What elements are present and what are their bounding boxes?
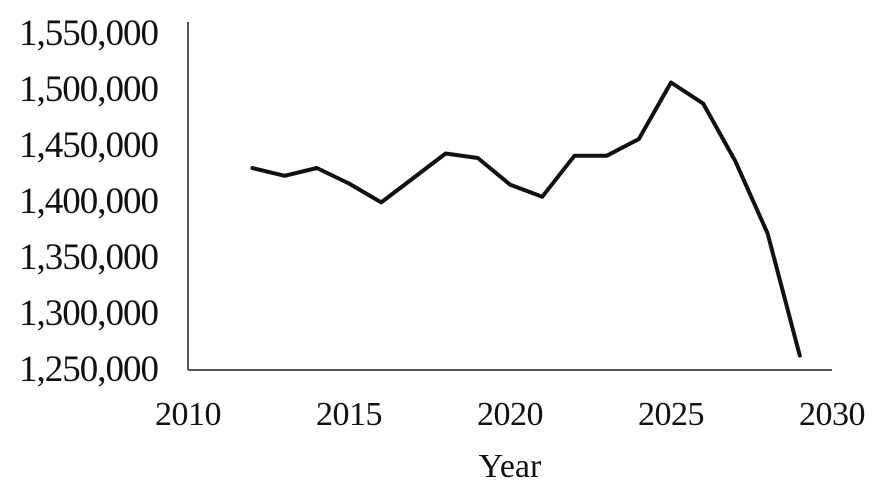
y-tick-label: 1,350,000 xyxy=(19,237,159,278)
y-tick-label: 1,500,000 xyxy=(19,69,159,110)
x-tick-labels: 2010 2015 2020 2025 2030 xyxy=(155,396,866,433)
y-tick-labels: 1,250,000 1,300,000 1,350,000 1,400,000 … xyxy=(19,13,160,390)
series-line xyxy=(250,80,802,358)
y-tick-label: 1,250,000 xyxy=(19,349,159,390)
y-tick-label: 1,450,000 xyxy=(19,125,159,166)
y-tick-label: 1,550,000 xyxy=(19,13,159,54)
x-tick-label: 2015 xyxy=(316,396,382,433)
plot-area xyxy=(250,80,802,358)
y-tick-label: 1,300,000 xyxy=(19,293,159,334)
x-tick-label: 2010 xyxy=(155,396,221,433)
x-tick-label: 2030 xyxy=(799,396,865,433)
y-tick-label: 1,400,000 xyxy=(19,181,159,222)
y-axis: 1,250,000 1,300,000 1,350,000 1,400,000 … xyxy=(19,13,189,390)
x-axis: 2010 2015 2020 2025 2030 Year xyxy=(155,369,866,485)
x-axis-title: Year xyxy=(479,448,542,485)
x-tick-label: 2025 xyxy=(638,396,704,433)
x-tick-label: 2020 xyxy=(477,396,543,433)
